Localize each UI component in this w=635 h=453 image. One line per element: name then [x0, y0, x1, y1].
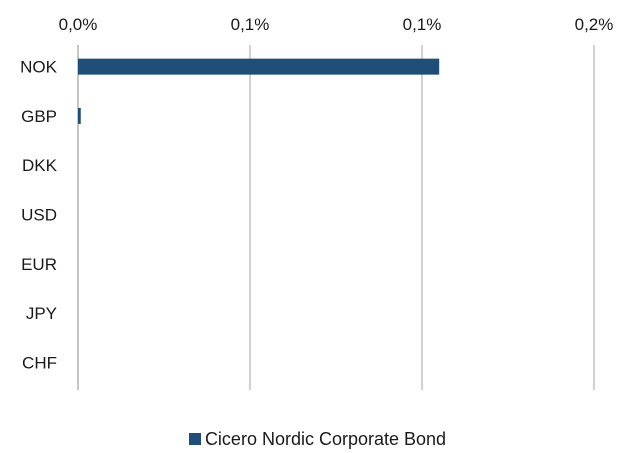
legend-swatch	[188, 433, 201, 445]
category-label: DKK	[22, 156, 58, 175]
legend: Cicero Nordic Corporate Bond	[0, 428, 635, 450]
category-labels: NOK GBP DKK USD EUR JPY CHF	[20, 58, 58, 373]
x-tick-label: 0,0%	[59, 15, 98, 34]
category-label: USD	[21, 206, 57, 225]
category-label: NOK	[20, 58, 58, 77]
bars	[78, 58, 440, 124]
category-label: CHF	[22, 353, 57, 372]
bar	[78, 107, 81, 124]
legend-label: Cicero Nordic Corporate Bond	[204, 429, 447, 449]
x-tick-label: 0,1%	[231, 15, 270, 34]
category-label: EUR	[21, 255, 57, 274]
x-tick-label: 0,1%	[403, 15, 442, 34]
gridlines	[77, 45, 595, 390]
bar	[78, 58, 440, 75]
category-label: JPY	[26, 304, 57, 323]
category-label: GBP	[21, 107, 57, 126]
x-axis-ticks: 0,0% 0,1% 0,1% 0,2%	[59, 15, 614, 34]
x-tick-label: 0,2%	[575, 15, 614, 34]
